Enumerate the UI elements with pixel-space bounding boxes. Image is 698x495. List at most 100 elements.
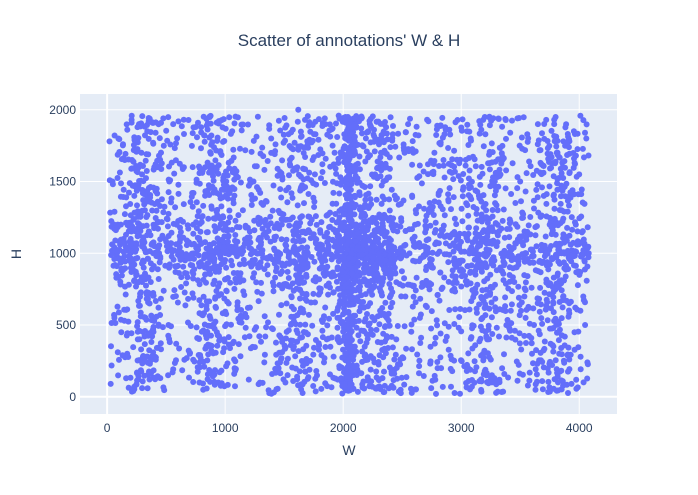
scatter-point	[504, 226, 510, 232]
scatter-point	[249, 196, 256, 203]
scatter-point	[546, 183, 553, 190]
scatter-point	[457, 306, 464, 312]
scatter-point	[345, 215, 352, 222]
scatter-point	[564, 152, 571, 158]
scatter-point	[211, 223, 218, 230]
scatter-point	[516, 340, 523, 347]
scatter-point	[350, 352, 357, 359]
scatter-point	[339, 383, 346, 389]
scatter-point	[539, 358, 546, 365]
scatter-point	[458, 283, 465, 290]
scatter-point	[344, 364, 351, 371]
scatter-point	[483, 293, 490, 299]
scatter-point	[408, 328, 415, 335]
scatter-point	[450, 194, 457, 201]
scatter-point	[215, 170, 222, 177]
scatter-point	[173, 340, 180, 347]
scatter-point	[353, 296, 360, 303]
scatter-point	[485, 322, 492, 329]
scatter-point	[119, 352, 126, 359]
scatter-point	[333, 200, 340, 207]
scatter-point	[112, 320, 119, 326]
scatter-point	[431, 198, 438, 205]
scatter-point	[537, 247, 544, 254]
scatter-point	[298, 386, 305, 393]
scatter-point	[194, 213, 201, 220]
scatter-point	[349, 270, 356, 277]
scatter-point	[204, 126, 211, 133]
scatter-point	[371, 126, 377, 133]
scatter-point	[114, 349, 121, 356]
scatter-point	[196, 297, 203, 304]
scatter-point	[132, 248, 139, 255]
scatter-point	[140, 237, 147, 244]
scatter-point	[559, 164, 566, 171]
scatter-point	[367, 366, 374, 373]
scatter-point	[306, 169, 313, 176]
scatter-point	[538, 315, 545, 322]
scatter-point	[212, 295, 219, 302]
scatter-point	[401, 242, 408, 249]
scatter-point	[452, 273, 459, 280]
scatter-point	[119, 239, 126, 246]
scatter-point	[480, 192, 487, 199]
scatter-point	[158, 196, 165, 203]
scatter-point	[526, 320, 533, 327]
scatter-point	[452, 306, 459, 313]
scatter-point	[297, 143, 304, 150]
scatter-point	[130, 216, 137, 223]
scatter-point	[273, 233, 279, 240]
scatter-point	[216, 333, 222, 340]
scatter-point	[445, 259, 452, 266]
scatter-point	[372, 237, 379, 244]
scatter-point	[423, 237, 430, 244]
scatter-point	[437, 187, 443, 194]
scatter-point	[137, 177, 144, 184]
scatter-point	[462, 307, 468, 314]
scatter-point	[150, 367, 157, 374]
scatter-point	[263, 324, 270, 331]
scatter-point	[246, 260, 253, 267]
scatter-point	[130, 388, 137, 394]
scatter-point	[294, 373, 301, 380]
scatter-point	[561, 158, 568, 165]
scatter-point	[290, 343, 297, 350]
scatter-point	[567, 253, 574, 260]
scatter-point	[174, 248, 181, 255]
scatter-point	[501, 371, 508, 377]
scatter-point	[410, 293, 417, 300]
scatter-point	[269, 371, 276, 377]
scatter-point	[240, 244, 246, 251]
scatter-point	[124, 126, 131, 133]
scatter-point	[429, 249, 436, 256]
scatter-point	[238, 314, 245, 321]
scatter-point	[448, 206, 454, 213]
scatter-point	[258, 290, 265, 297]
scatter-point	[262, 333, 269, 340]
scatter-point	[294, 118, 301, 125]
scatter-point	[234, 270, 240, 277]
scatter-point	[138, 289, 144, 296]
scatter-point	[437, 354, 444, 361]
scatter-point	[350, 256, 357, 263]
scatter-point	[440, 157, 447, 163]
scatter-point	[285, 275, 292, 281]
scatter-point	[287, 258, 294, 265]
scatter-point	[341, 334, 348, 340]
scatter-point	[214, 235, 221, 242]
scatter-point	[359, 142, 366, 149]
scatter-point	[551, 196, 558, 203]
scatter-point	[387, 304, 394, 311]
scatter-point	[123, 203, 129, 210]
scatter-point	[534, 181, 541, 188]
scatter-point	[258, 338, 264, 345]
scatter-point	[408, 321, 415, 328]
scatter-point	[450, 241, 457, 248]
scatter-point	[465, 378, 472, 384]
scatter-point	[118, 180, 124, 187]
scatter-point	[521, 332, 528, 339]
scatter-point	[554, 373, 561, 380]
scatter-point	[373, 374, 380, 381]
scatter-point	[339, 354, 346, 361]
